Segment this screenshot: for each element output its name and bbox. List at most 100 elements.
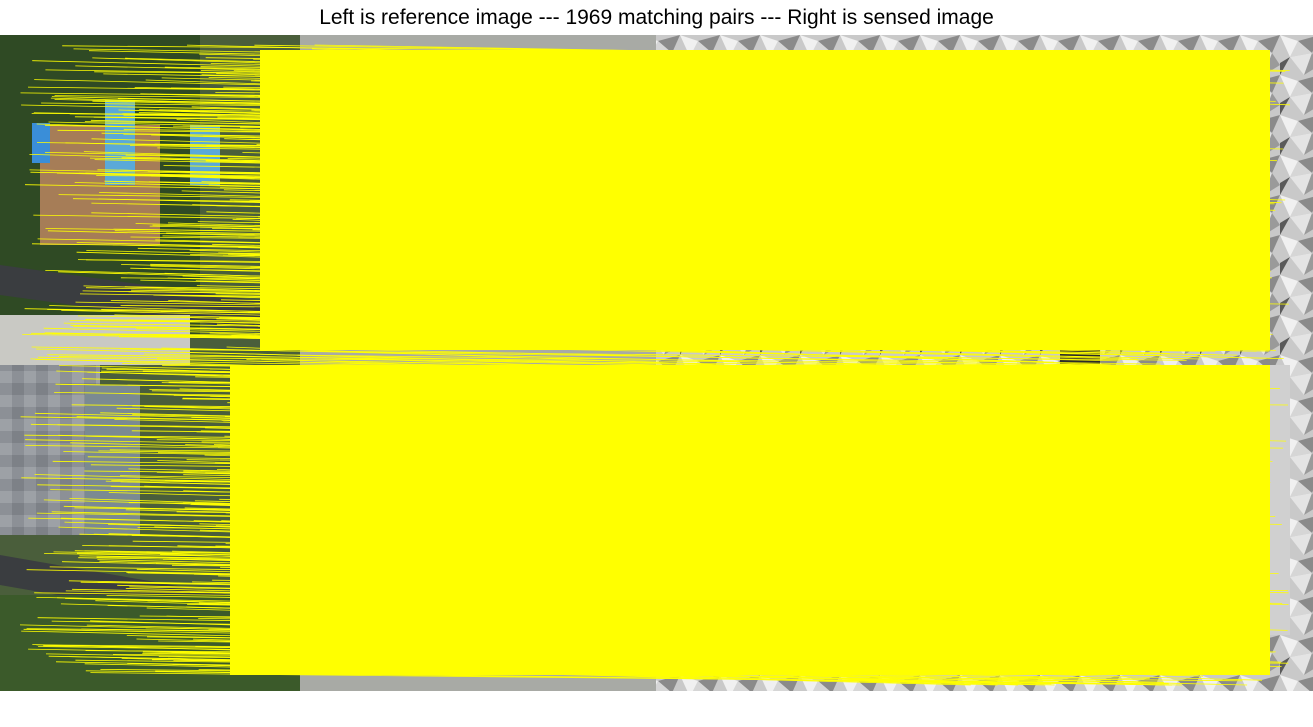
match-line — [315, 357, 1171, 385]
match-line — [300, 152, 1245, 166]
match-line — [51, 96, 970, 118]
match-line — [114, 419, 1258, 449]
match-line — [90, 119, 1080, 144]
match-line — [76, 251, 1113, 281]
match-line — [30, 332, 1180, 344]
match-line — [101, 132, 1177, 153]
match-line — [321, 384, 1208, 406]
match-line — [144, 406, 1080, 434]
matching-lines — [19, 44, 1291, 686]
match-line — [119, 393, 1018, 421]
match-line — [140, 93, 997, 115]
match-line — [215, 545, 1075, 559]
match-line — [201, 181, 1249, 212]
match-line — [323, 251, 1072, 268]
match-line — [297, 566, 1056, 584]
match-line — [256, 461, 1226, 486]
match-line — [198, 602, 1013, 621]
match-line — [120, 305, 962, 314]
match-line — [216, 323, 1170, 354]
match-line — [120, 481, 1191, 506]
match-line — [231, 334, 1111, 366]
match-line — [177, 545, 1212, 570]
match-line — [167, 222, 1129, 251]
match-line — [218, 252, 1206, 263]
match-line — [169, 558, 1223, 586]
match-line — [242, 152, 1195, 174]
match-line — [314, 344, 1120, 362]
match-line — [136, 568, 972, 592]
match-line — [261, 73, 1063, 86]
match-line — [277, 495, 1064, 526]
match-line — [19, 624, 1204, 651]
match-line — [326, 177, 993, 192]
match-line — [97, 582, 1241, 596]
match-line — [181, 190, 1206, 219]
match-line — [327, 530, 1195, 553]
match-line — [228, 253, 1157, 281]
match-line — [57, 424, 1254, 440]
match-line — [45, 653, 1219, 674]
match-line — [68, 580, 1289, 605]
match-line — [105, 480, 1021, 508]
match-line — [217, 447, 1136, 470]
match-line — [55, 383, 1136, 400]
match-line — [29, 154, 1085, 183]
match-line — [130, 236, 1157, 248]
match-line — [125, 57, 1155, 86]
match-line — [76, 552, 1025, 573]
match-line — [44, 124, 1284, 150]
match-line — [47, 230, 988, 254]
match-line — [247, 312, 1079, 329]
match-line — [58, 271, 1098, 302]
match-line — [49, 305, 1038, 335]
match-line — [241, 370, 1117, 392]
match-line — [74, 507, 1282, 525]
match-line — [334, 429, 1269, 459]
match-line — [181, 316, 967, 338]
match-line — [210, 63, 1038, 78]
blue-roof — [32, 123, 50, 163]
match-line — [208, 77, 1207, 96]
match-line — [266, 96, 1059, 127]
match-line — [324, 411, 1062, 421]
match-line — [296, 394, 1041, 407]
match-line — [154, 143, 1131, 156]
match-line — [150, 265, 1177, 293]
match-line — [154, 526, 1042, 552]
match-line — [303, 268, 1101, 280]
match-line — [290, 402, 1012, 418]
match-line — [189, 591, 1012, 614]
match-line — [65, 590, 1202, 607]
match-line — [212, 579, 1288, 591]
match-line — [263, 296, 973, 312]
match-line — [36, 348, 1025, 373]
match-line — [288, 62, 997, 77]
match-line — [103, 73, 1192, 92]
match-line — [337, 339, 1205, 352]
match-line — [282, 148, 1156, 170]
match-line — [125, 588, 1011, 610]
match-line — [84, 470, 963, 481]
match-line — [58, 526, 1050, 556]
match-line — [36, 644, 1195, 655]
match-line — [243, 401, 1236, 415]
match-line — [191, 503, 1154, 522]
match-line — [191, 417, 1187, 445]
match-line — [200, 430, 1180, 443]
match-line — [276, 208, 1253, 224]
match-line — [273, 448, 1221, 463]
match-line — [223, 421, 1142, 442]
match-line — [227, 158, 961, 174]
match-line — [83, 285, 1194, 316]
match-line — [43, 645, 1020, 656]
match-line — [192, 204, 1208, 230]
match-line — [333, 544, 989, 562]
match-line — [246, 359, 963, 372]
match-line — [235, 604, 1011, 624]
match-line — [33, 214, 1231, 233]
match-line — [186, 459, 1258, 471]
match-line — [304, 121, 1214, 147]
match-line — [33, 112, 1024, 129]
match-line — [27, 86, 1103, 101]
